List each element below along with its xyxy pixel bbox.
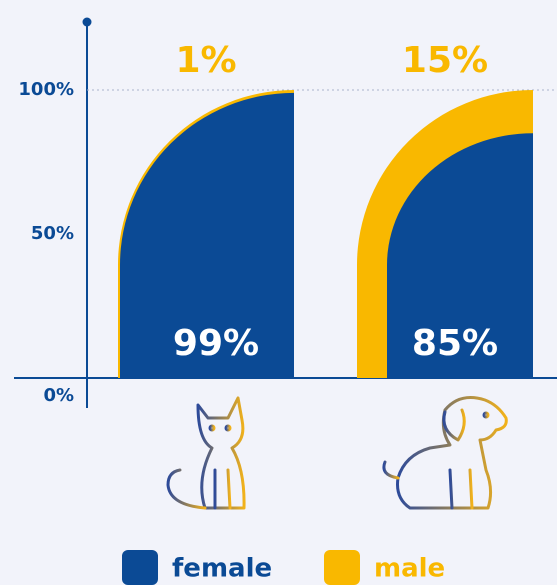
bar-segment [387,133,533,378]
legend-swatch [122,550,158,585]
legend-label: female [172,554,272,584]
legend-label: male [374,554,445,584]
y-tick-label: 0% [43,385,74,406]
y-axis-cap [82,17,92,27]
data-label: 85% [412,323,498,364]
data-label: 1% [175,40,236,81]
y-tick-label: 100% [18,79,74,100]
dog-icon [382,396,508,510]
bar-segment [120,92,294,378]
data-label: 99% [173,323,259,364]
legend-swatch [324,550,360,585]
cat-icon [166,396,246,510]
y-tick-label: 50% [31,223,74,244]
data-label: 15% [402,40,488,81]
